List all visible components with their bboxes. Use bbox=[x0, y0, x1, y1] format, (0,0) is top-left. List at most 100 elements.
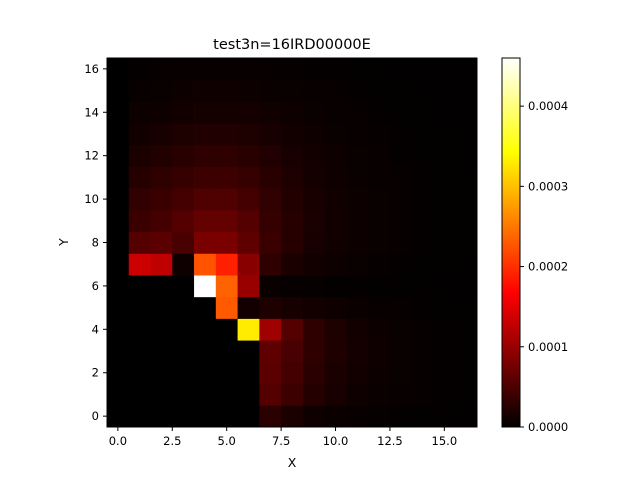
heatmap-cell bbox=[281, 188, 304, 211]
colorbar-tick-label: 0.0002 bbox=[528, 260, 568, 274]
heatmap-cell bbox=[150, 166, 173, 189]
heatmap-cell bbox=[324, 123, 347, 146]
heatmap-cell bbox=[346, 383, 369, 406]
heatmap-cell bbox=[368, 361, 391, 384]
x-tick-label: 10.0 bbox=[323, 434, 349, 448]
heatmap-cell bbox=[194, 144, 217, 167]
heatmap-cell bbox=[237, 340, 260, 363]
heatmap-cell bbox=[128, 296, 151, 319]
heatmap-cell bbox=[215, 383, 238, 406]
heatmap-cell bbox=[237, 123, 260, 146]
heatmap-cell bbox=[346, 101, 369, 124]
heatmap-cell bbox=[194, 383, 217, 406]
heatmap-cell bbox=[324, 231, 347, 254]
heatmap-cell bbox=[259, 275, 282, 298]
heatmap-cell bbox=[215, 209, 238, 233]
heatmap-cell bbox=[324, 166, 347, 189]
heatmap-cell bbox=[215, 144, 238, 167]
heatmap-cell bbox=[389, 383, 413, 406]
heatmap-cell bbox=[150, 405, 173, 428]
heatmap-cell bbox=[128, 231, 151, 254]
heatmap-cell bbox=[237, 101, 260, 124]
heatmap-cell bbox=[433, 296, 456, 319]
heatmap-cell bbox=[433, 275, 456, 298]
heatmap-cell bbox=[281, 123, 304, 146]
heatmap-cell bbox=[324, 383, 347, 406]
heatmap-cell bbox=[302, 123, 326, 146]
heatmap-cell bbox=[107, 253, 130, 276]
heatmap-cell bbox=[128, 166, 151, 189]
heatmap-cell bbox=[281, 383, 304, 406]
heatmap-cell bbox=[368, 340, 391, 363]
x-axis-ticks: 0.0 2.5 5.0 7.5 10.0 12.5 15.0 bbox=[109, 427, 457, 448]
heatmap-cell bbox=[389, 296, 413, 319]
heatmap-cell bbox=[259, 79, 282, 102]
heatmap-cell bbox=[455, 209, 478, 233]
heatmap-cell bbox=[302, 253, 326, 276]
heatmap-cell bbox=[433, 58, 456, 81]
heatmap-cell bbox=[259, 340, 282, 363]
heatmap-cell bbox=[281, 58, 304, 81]
y-tick-label: 10 bbox=[84, 192, 99, 206]
heatmap-cell bbox=[107, 296, 130, 319]
heatmap-cell bbox=[411, 340, 434, 363]
heatmap-cell bbox=[128, 209, 151, 233]
heatmap-cell bbox=[302, 275, 326, 298]
heatmap-cell bbox=[302, 79, 326, 102]
heatmap-cell bbox=[172, 383, 195, 406]
heatmap-cell bbox=[368, 253, 391, 276]
heatmap-cell bbox=[368, 275, 391, 298]
heatmap-cell bbox=[128, 318, 151, 341]
heatmap-cell bbox=[194, 188, 217, 211]
heatmap-cell bbox=[346, 58, 369, 81]
heatmap-cell bbox=[433, 405, 456, 428]
heatmap-cell bbox=[172, 58, 195, 81]
heatmap-cell bbox=[259, 188, 282, 211]
heatmap-cell bbox=[346, 361, 369, 384]
heatmap-cell bbox=[433, 123, 456, 146]
heatmap-cell bbox=[128, 101, 151, 124]
heatmap-cell bbox=[368, 231, 391, 254]
heatmap-cell bbox=[368, 318, 391, 341]
x-tick-label: 15.0 bbox=[432, 434, 458, 448]
heatmap-cell bbox=[107, 144, 130, 167]
heatmap-cell bbox=[324, 296, 347, 319]
heatmap-cell bbox=[194, 209, 217, 233]
heatmap-cell bbox=[411, 123, 434, 146]
heatmap-cell bbox=[455, 188, 478, 211]
heatmap-cell bbox=[368, 166, 391, 189]
heatmap-cell bbox=[455, 275, 478, 298]
heatmap-cell bbox=[368, 123, 391, 146]
heatmap-cell bbox=[368, 79, 391, 102]
heatmap-cell bbox=[389, 405, 413, 428]
heatmap-cell bbox=[150, 318, 173, 341]
heatmap-cell bbox=[237, 253, 260, 276]
x-tick-label: 2.5 bbox=[163, 434, 181, 448]
heatmap-cell bbox=[194, 340, 217, 363]
heatmap-cell bbox=[237, 296, 260, 319]
heatmap-cell bbox=[302, 340, 326, 363]
heatmap-cell bbox=[411, 318, 434, 341]
heatmap-cell bbox=[107, 166, 130, 189]
heatmap-cell bbox=[215, 188, 238, 211]
heatmap-cell bbox=[172, 166, 195, 189]
x-tick-label: 0.0 bbox=[109, 434, 127, 448]
heatmap-cell bbox=[368, 101, 391, 124]
heatmap-cell bbox=[411, 383, 434, 406]
y-axis-label: Y bbox=[56, 238, 71, 247]
heatmap-cell bbox=[411, 209, 434, 233]
heatmap-cell bbox=[172, 123, 195, 146]
colorbar-tick-label: 0.0001 bbox=[528, 340, 568, 354]
heatmap-cell bbox=[389, 188, 413, 211]
heatmap-cell bbox=[237, 144, 260, 167]
heatmap-cell bbox=[172, 361, 195, 384]
heatmap-cell bbox=[411, 101, 434, 124]
heatmap-cell bbox=[194, 296, 217, 319]
heatmap-cell bbox=[281, 253, 304, 276]
heatmap-cell bbox=[259, 296, 282, 319]
y-tick-label: 8 bbox=[92, 236, 99, 250]
heatmap-cell bbox=[215, 253, 238, 276]
y-tick-label: 16 bbox=[84, 62, 99, 76]
heatmap-cell bbox=[194, 101, 217, 124]
heatmap-cell bbox=[346, 231, 369, 254]
